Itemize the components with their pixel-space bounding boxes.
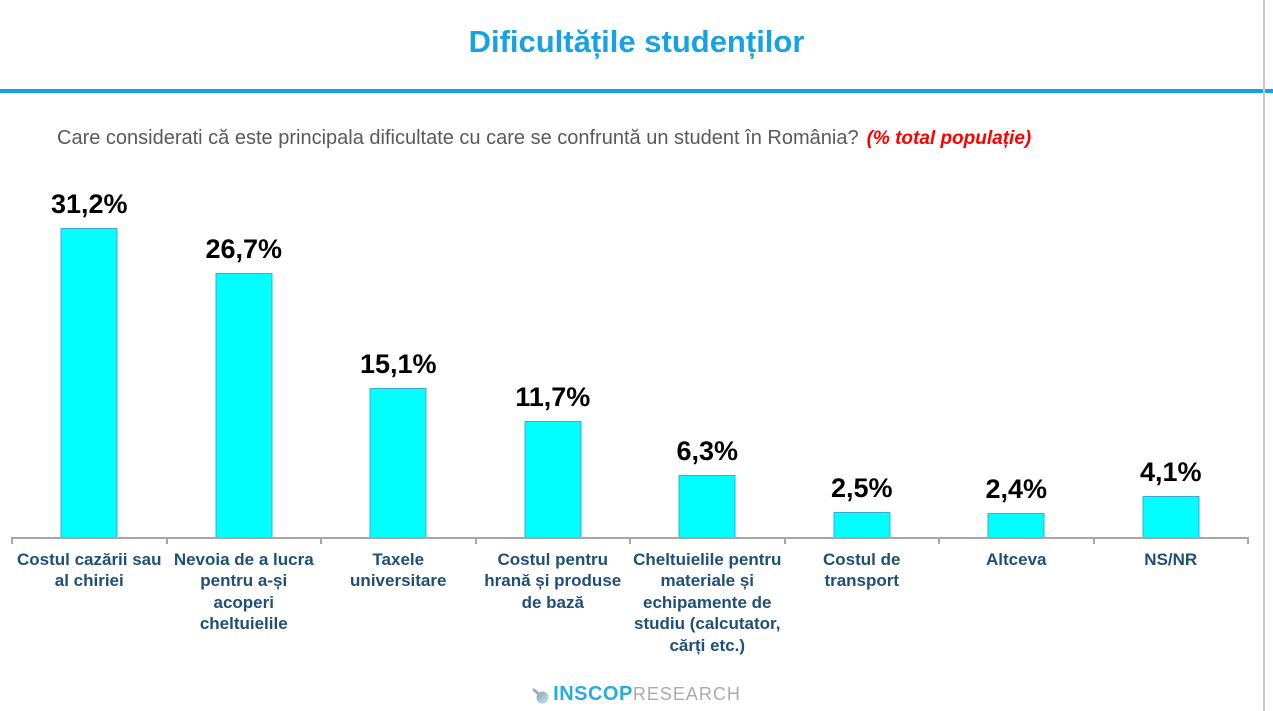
bar-value-label: 6,3% bbox=[676, 435, 739, 466]
bar bbox=[678, 474, 736, 537]
axis-ticks bbox=[11, 537, 1249, 545]
bar-chart: 31,2% 26,7% 15,1% 11,7% 6,3% 2,5% 2,4% 4,1% Cos… bbox=[11, 170, 1249, 656]
page-title: Dificultățile studenților bbox=[468, 24, 805, 59]
category-labels-row: Costul cazării sau al chiriei Nevoia de a… bbox=[12, 549, 1248, 656]
bar bbox=[215, 272, 273, 537]
bar-value-label: 31,2% bbox=[50, 189, 128, 220]
chart-column: 26,7% bbox=[167, 170, 322, 537]
axis-tick bbox=[11, 537, 13, 544]
survey-question-row: Care considerati că este principala difi… bbox=[57, 127, 1243, 150]
axis-tick bbox=[1092, 537, 1095, 544]
bar bbox=[1142, 496, 1200, 537]
chart-column: 31,2% bbox=[12, 170, 167, 537]
category-label: NS/NR bbox=[1144, 550, 1198, 569]
logo-text-research: RESEARCH bbox=[632, 684, 741, 704]
axis-tick bbox=[1247, 537, 1249, 544]
survey-question: Care considerati că este principala difi… bbox=[57, 127, 859, 149]
bar-value-label: 2,5% bbox=[830, 473, 893, 504]
bar bbox=[524, 421, 582, 537]
category-label: Taxele universitare bbox=[350, 550, 447, 591]
population-note: (% total populație) bbox=[866, 128, 1032, 149]
category-label: Costul pentru hrană și produse de bază bbox=[484, 550, 622, 612]
bar bbox=[60, 228, 118, 537]
axis-tick bbox=[320, 537, 322, 544]
category-label: Nevoia de a lucra pentru a-și acoperi ch… bbox=[173, 550, 314, 634]
category-label: Costul cazării sau al chiriei bbox=[16, 550, 162, 591]
chart-column: 6,3% bbox=[630, 170, 785, 537]
chart-column: 2,4% bbox=[939, 170, 1094, 537]
chart-column: 11,7% bbox=[476, 170, 631, 537]
bar-value-label: 2,4% bbox=[985, 474, 1048, 505]
axis-tick bbox=[474, 537, 477, 544]
category-label: Cheltuielile pentru materiale și echipam… bbox=[633, 550, 782, 655]
right-edge-border bbox=[1263, 0, 1265, 711]
chart-column: 2,5% bbox=[785, 170, 940, 537]
title-divider bbox=[0, 89, 1273, 93]
axis-tick bbox=[165, 537, 168, 544]
bar bbox=[369, 387, 427, 537]
axis-tick bbox=[938, 537, 940, 544]
footer-logo: INSCOP RESEARCH bbox=[0, 683, 1273, 706]
category-label: Altceva bbox=[986, 550, 1047, 569]
axis-tick bbox=[629, 537, 631, 544]
axis-tick bbox=[783, 537, 786, 544]
chart-columns: 31,2% 26,7% 15,1% 11,7% 6,3% 2,5% 2,4% 4,1% bbox=[12, 170, 1248, 537]
logo-text-inscop: INSCOP bbox=[553, 683, 633, 705]
bar-value-label: 26,7% bbox=[205, 233, 283, 264]
bar-value-label: 11,7% bbox=[515, 382, 591, 413]
bar-value-label: 4,1% bbox=[1139, 457, 1202, 488]
chart-column: 4,1% bbox=[1094, 170, 1249, 537]
bar bbox=[833, 512, 891, 537]
bar-value-label: 15,1% bbox=[359, 348, 437, 379]
category-label: Costul de transport bbox=[823, 550, 901, 591]
plot-area: 31,2% 26,7% 15,1% 11,7% 6,3% 2,5% 2,4% 4,1% bbox=[11, 170, 1249, 544]
bar bbox=[987, 513, 1045, 537]
chart-column: 15,1% bbox=[321, 170, 476, 537]
inscop-logo-icon bbox=[532, 688, 549, 703]
